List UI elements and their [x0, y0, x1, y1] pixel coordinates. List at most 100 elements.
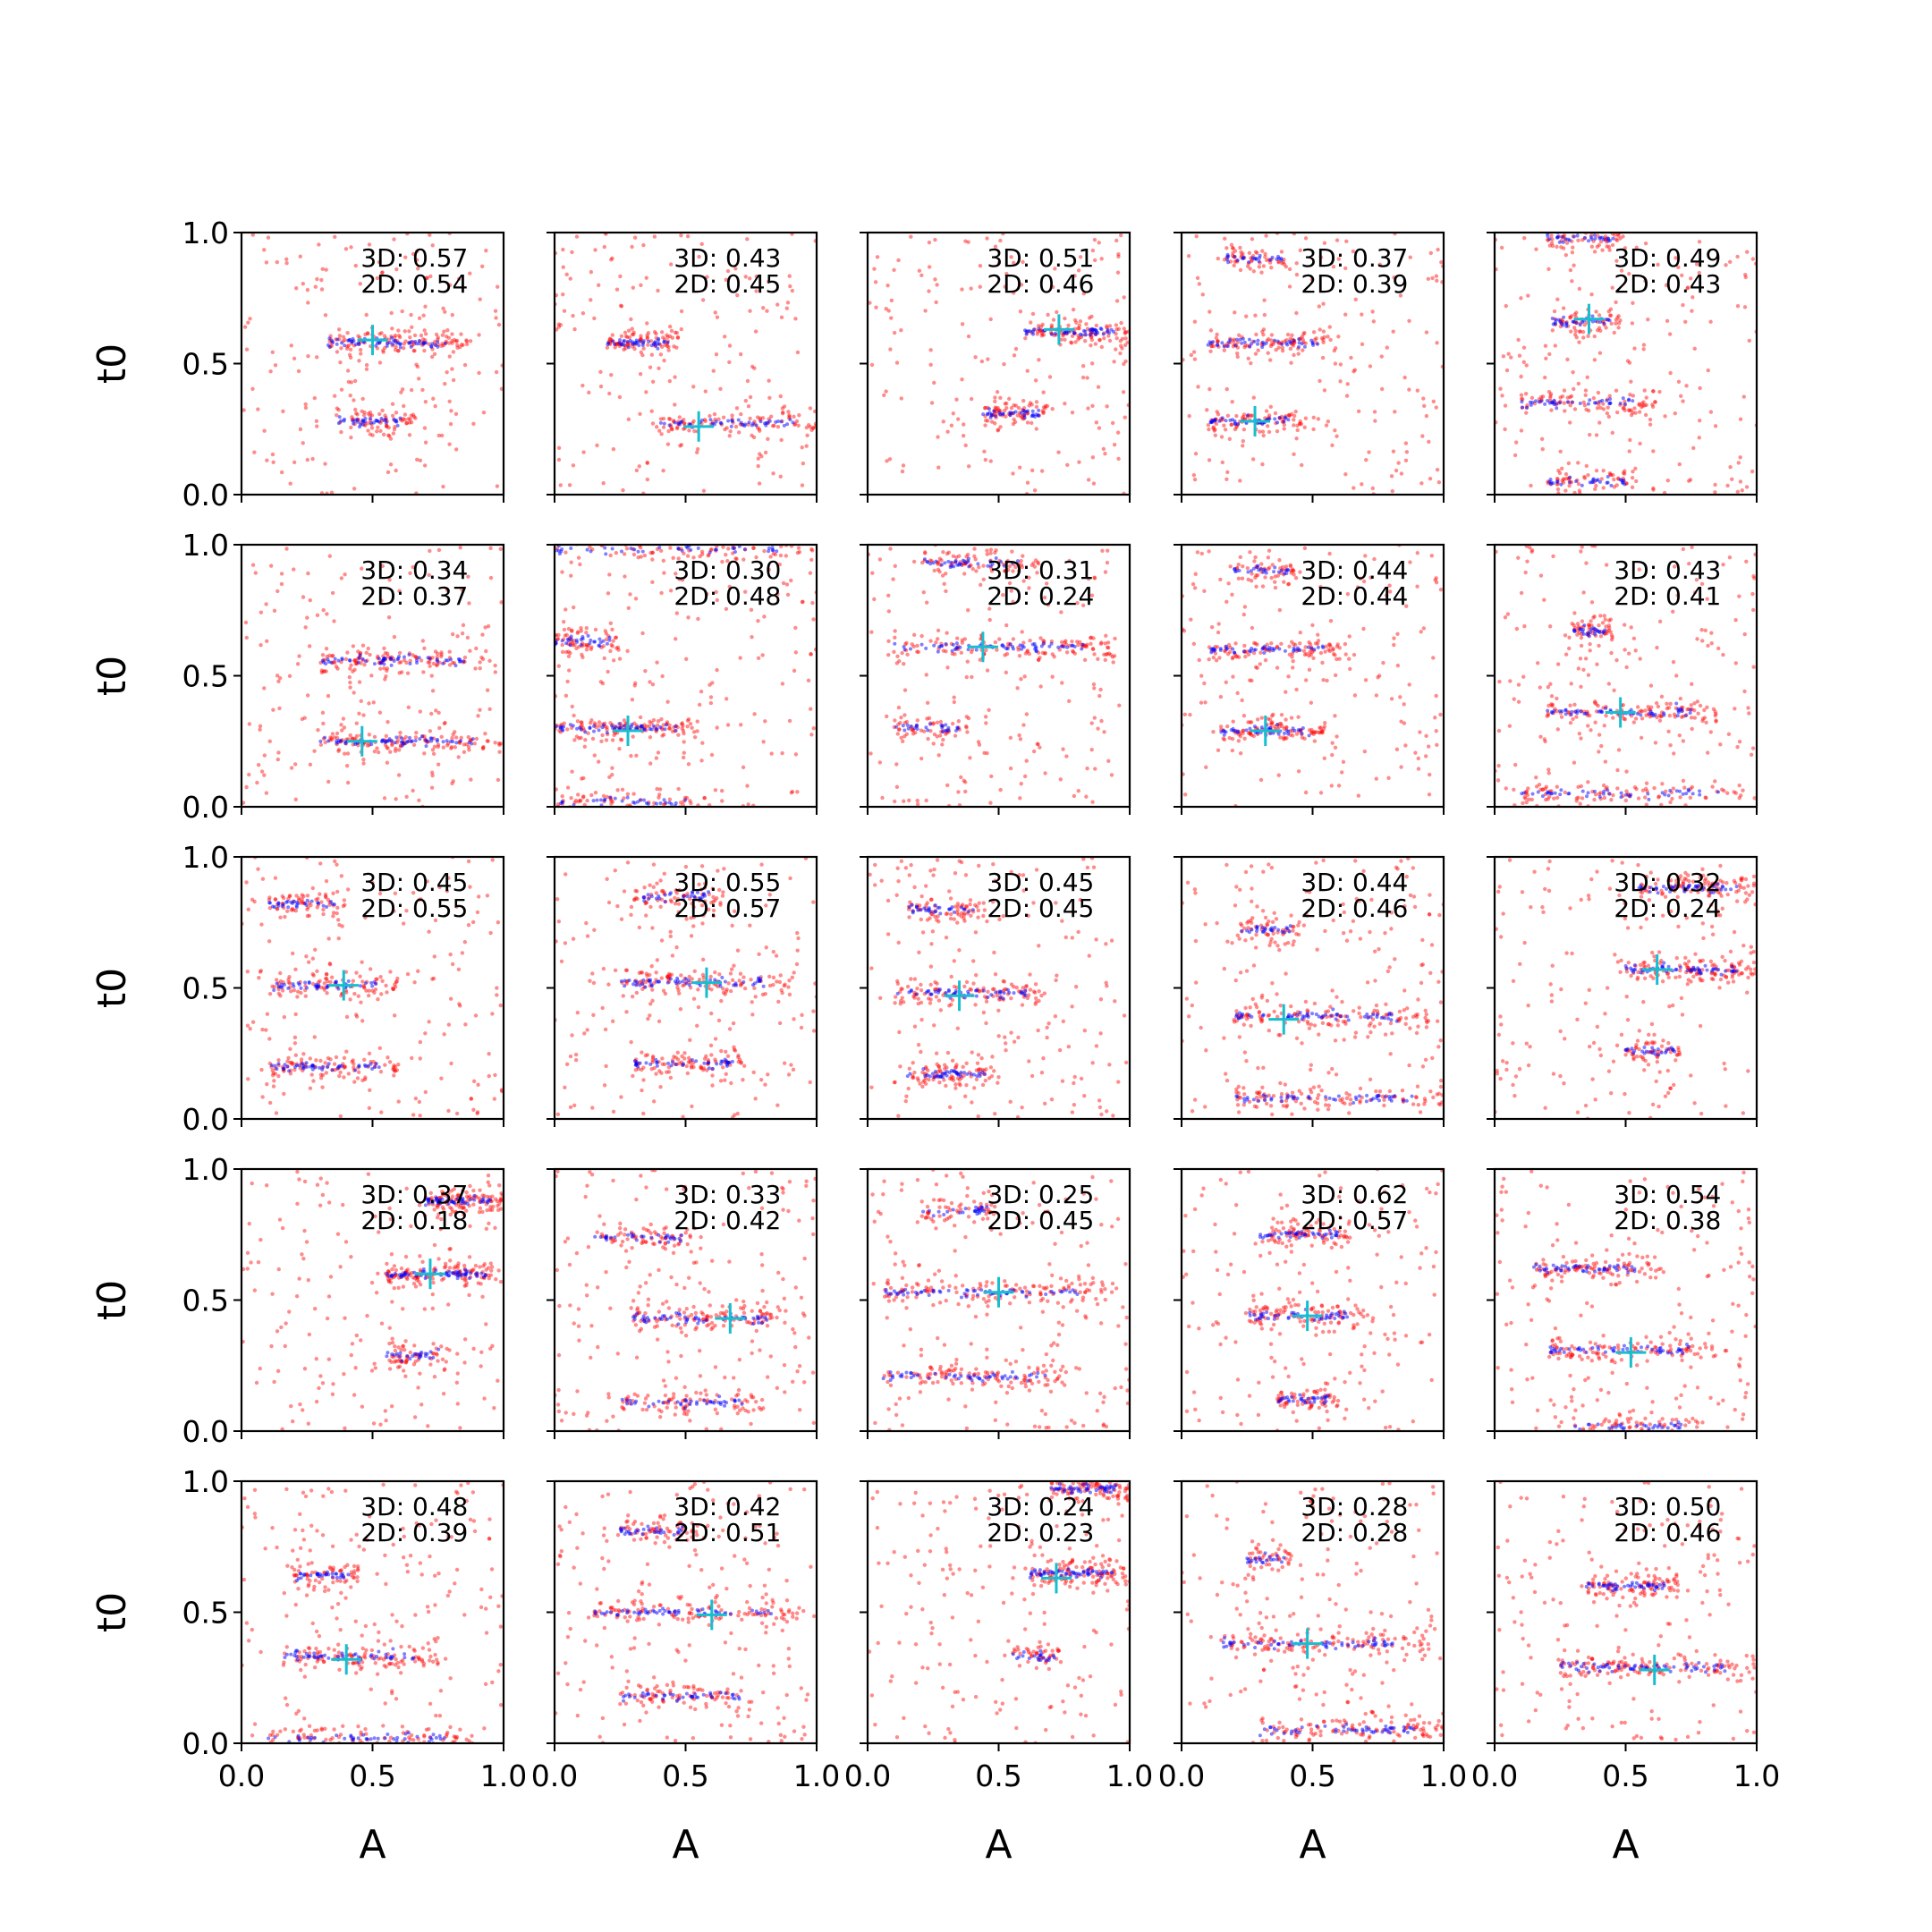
sample-3d-point [1395, 663, 1401, 668]
sample-3d-point [923, 550, 928, 555]
sample-3d-point [699, 689, 704, 694]
sample-3d-point [1273, 580, 1277, 584]
sample-3d-point [403, 734, 409, 740]
sample-3d-point [801, 599, 805, 604]
sample-3d-point [1562, 401, 1566, 405]
sample-3d-point [1086, 406, 1090, 411]
sample-3d-point [262, 248, 267, 252]
sample-3d-point [1627, 271, 1631, 276]
sample-3d-point [494, 316, 498, 320]
sample-3d-point [1219, 435, 1224, 439]
sample-3d-point [1543, 375, 1547, 380]
sample-2d-point [934, 559, 938, 564]
sample-3d-point [631, 285, 636, 290]
sample-3d-point [352, 378, 358, 384]
sample-3d-point [1279, 261, 1284, 266]
sample-3d-point [445, 369, 449, 375]
sample-3d-point [665, 335, 670, 340]
sample-3d-point [911, 732, 916, 736]
sample-3d-point [465, 635, 470, 640]
sample-3d-point [1543, 343, 1548, 348]
sample-2d-point [915, 727, 919, 732]
sample-3d-point [1381, 660, 1385, 665]
sample-3d-point [1215, 410, 1219, 414]
sample-3d-point [598, 384, 604, 389]
sample-3d-point [768, 414, 774, 419]
sample-3d-point [1123, 330, 1129, 335]
sample-3d-point [433, 403, 437, 409]
sample-3d-point [1182, 792, 1188, 797]
sample-2d-point [424, 744, 428, 749]
sample-3d-point [1521, 236, 1527, 241]
sample-3d-point [402, 657, 407, 663]
sample-3d-point [1245, 565, 1250, 571]
sample-3d-point [1579, 643, 1584, 648]
sample-3d-point [1333, 653, 1337, 657]
sample-3d-point [809, 547, 814, 552]
sample-3d-point [676, 733, 681, 737]
sample-3d-point [1431, 656, 1436, 660]
sample-3d-point [1043, 403, 1048, 409]
sample-3d-point [700, 741, 705, 745]
sample-2d-point [1586, 239, 1590, 243]
sample-3d-point [1524, 363, 1529, 368]
sample-3d-point [1650, 404, 1656, 410]
sample-2d-point [902, 728, 907, 733]
sample-2d-point [613, 342, 617, 346]
sample-3d-point [1263, 575, 1267, 580]
sample-2d-point [622, 724, 626, 728]
sample-2d-point [1309, 646, 1314, 650]
sample-3d-point [1560, 466, 1564, 470]
sample-2d-point [649, 343, 654, 348]
sample-2d-point [1316, 342, 1320, 346]
sample-2d-point [908, 647, 912, 651]
sample-3d-point [450, 660, 455, 665]
sample-3d-point [339, 723, 343, 727]
sample-3d-point [997, 637, 1002, 641]
sample-3d-point [386, 746, 390, 750]
sample-3d-point [692, 734, 698, 740]
sample-3d-point [318, 742, 324, 747]
sample-3d-point [385, 424, 389, 428]
sample-3d-point [894, 360, 900, 365]
sample-3d-point [751, 546, 756, 551]
sample-3d-point [1344, 394, 1350, 398]
sample-2d-point [436, 659, 440, 664]
sample-3d-point [397, 589, 402, 593]
sample-3d-point [793, 625, 798, 631]
sample-3d-point [941, 549, 945, 555]
sample-3d-point [487, 707, 492, 712]
sample-3d-point [343, 657, 349, 662]
sample-2d-point [782, 423, 786, 428]
sample-3d-point [1089, 314, 1094, 319]
sample-3d-point [1696, 711, 1700, 716]
sample-3d-point [385, 668, 389, 674]
sample-3d-point [1648, 683, 1654, 688]
sample-3d-point [634, 468, 640, 473]
sample-3d-point [896, 727, 902, 732]
sample-2d-point [1547, 237, 1552, 242]
sample-3d-point [600, 733, 605, 738]
sample-3d-point [1233, 641, 1238, 646]
sample-2d-point [1297, 337, 1301, 342]
sample-3d-point [1689, 703, 1693, 708]
sample-3d-point [610, 800, 615, 804]
sample-3d-point [1091, 636, 1096, 640]
sample-3d-point [1252, 640, 1257, 646]
sample-2d-point [642, 798, 647, 802]
sample-3d-point [1041, 333, 1046, 337]
sample-2d-point [395, 423, 400, 428]
sample-2d-point [1072, 331, 1077, 335]
sample-3d-point [1570, 250, 1575, 255]
sample-2d-point [1608, 397, 1613, 402]
sample-3d-point [572, 713, 576, 718]
sample-3d-point [1646, 317, 1650, 322]
sample-3d-point [352, 657, 357, 663]
sample-3d-point [1309, 277, 1315, 282]
sample-3d-point [668, 262, 674, 267]
sample-3d-point [330, 654, 335, 658]
sample-3d-point [1266, 716, 1270, 721]
sample-3d-point [1284, 717, 1288, 722]
sample-2d-point [685, 546, 690, 550]
sample-3d-point [592, 753, 597, 758]
